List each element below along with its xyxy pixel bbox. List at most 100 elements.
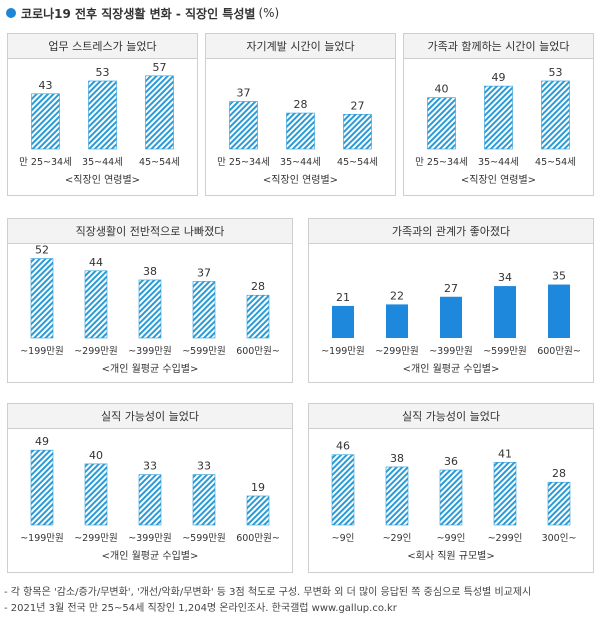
chart-title: 가족과의 관계가 좋아졌다 [309,219,593,244]
value-label: 34 [498,271,512,284]
chart-title: 직장생활이 전반적으로 나빠졌다 [8,219,292,244]
unit-label: (%) [258,6,280,20]
chart-title: 가족과 함께하는 시간이 늘었다 [404,34,593,59]
chart-svg: 52 ~199만원 44 ~299만원 38 ~399만원 37 ~599만원 28 600만원~… [20,244,280,375]
value-label: 33 [197,460,211,473]
page-title-text: 코로나19 전후 직장생활 변화 - 직장인 특성별 [21,6,256,21]
footnotes: - 각 항목은 '감소/증가/무변화', '개선/악화/무변화' 등 3점 척도… [4,585,531,617]
chart-panel-work-stress: 업무 스트레스가 늘었다 43 만 25~34세 53 35~44세 57 45~54세 <… [7,33,198,196]
bar [484,85,513,150]
value-label: 28 [251,280,265,293]
value-label: 35 [552,270,566,283]
bar [192,281,216,339]
axis-label: <개인 월평균 수입별> [403,362,500,375]
category-label: ~399만원 [128,533,172,544]
category-label: 600만원~ [236,533,280,544]
category-label: ~299만원 [74,346,118,357]
category-label: ~199만원 [20,533,64,544]
value-label: 37 [237,87,251,100]
value-label: 41 [498,447,512,460]
value-label: 22 [390,289,404,302]
category-label: 35~44세 [280,157,321,168]
chart-svg: 21 ~199만원 22 ~299만원 27 ~399만원 34 ~599만원 35 600만원~… [321,270,581,375]
page-title: 코로나19 전후 직장생활 변화 - 직장인 특성별 (%) [6,3,279,23]
chart-title: 업무 스트레스가 늘었다 [8,34,197,59]
bar [541,80,570,150]
bar [440,296,462,338]
bar [331,454,355,526]
value-label: 49 [35,435,49,448]
category-label: ~29인 [383,533,412,544]
axis-label: <직장인 연령별> [461,174,536,186]
category-label: ~199만원 [321,346,365,357]
bar [386,304,408,338]
bar [385,466,409,526]
bar [30,258,54,339]
axis-label: <직장인 연령별> [263,174,338,186]
category-label: 300인~ [542,533,577,544]
category-label: ~299만원 [74,533,118,544]
category-label: 45~54세 [535,157,576,168]
value-label: 33 [143,460,157,473]
value-label: 27 [444,282,458,295]
bar [548,284,570,338]
bar [493,462,517,526]
bar [138,474,162,526]
bar [246,495,270,526]
bar [31,93,60,150]
value-label: 38 [390,452,404,465]
value-label: 37 [197,266,211,279]
value-label: 52 [35,244,49,257]
bar [286,112,315,150]
bar [332,305,354,338]
bar [343,114,372,150]
bar [229,101,258,150]
bar [494,286,516,338]
bar [84,270,108,339]
chart-panel-family-relations: 가족과의 관계가 좋아졌다 21 ~199만원 22 ~299만원 27 ~399만원 34… [308,218,594,383]
category-label: 600만원~ [537,346,581,357]
value-label: 43 [39,79,53,92]
category-label: ~9인 [332,533,355,544]
bar [145,75,174,150]
value-label: 44 [89,256,103,269]
category-label: 45~54세 [139,157,180,168]
value-label: 40 [89,449,103,462]
value-label: 19 [251,481,265,494]
category-label: ~199만원 [20,346,64,357]
category-label: 만 25~34세 [217,157,270,168]
bar [138,279,162,339]
value-label: 53 [549,66,563,79]
title-bullet-icon [6,8,16,18]
chart-panel-job-loss-company-size: 실직 가능성이 늘었다 46 ~9인 38 ~29인 36 ~99인 41 ~299인 28 30… [308,403,594,573]
bar [547,481,571,526]
category-label: ~299만원 [375,346,419,357]
bar [192,474,216,526]
category-label: 35~44세 [478,157,519,168]
chart-svg: 49 ~199만원 40 ~299만원 33 ~399만원 33 ~599만원 19 600만원~… [20,435,280,562]
value-label: 28 [552,467,566,480]
chart-svg: 37 만 25~34세 28 35~44세 27 45~54세 <직장인 연령별> [217,87,378,186]
value-label: 49 [492,71,506,84]
chart-panel-work-life-worse: 직장생활이 전반적으로 나빠졌다 52 ~199만원 44 ~299만원 38 ~399만… [7,218,293,383]
value-label: 38 [143,265,157,278]
value-label: 36 [444,455,458,468]
axis-label: <개인 월평균 수입별> [102,362,199,375]
chart-title: 실직 가능성이 늘었다 [8,404,292,429]
value-label: 28 [294,98,308,111]
category-label: 만 25~34세 [415,157,468,168]
category-label: ~599만원 [483,346,527,357]
category-label: ~399만원 [128,346,172,357]
chart-title: 실직 가능성이 늘었다 [309,404,593,429]
bar [84,463,108,526]
bar [30,449,54,526]
category-label: 45~54세 [337,157,378,168]
value-label: 46 [336,440,350,453]
value-label: 57 [153,61,167,74]
axis-label: <직장인 연령별> [65,174,140,186]
bar [88,80,117,150]
chart-svg: 40 만 25~34세 49 35~44세 53 45~54세 <직장인 연령별> [415,66,576,186]
category-label: ~99인 [437,533,466,544]
bar [427,97,456,150]
category-label: ~299인 [488,533,523,544]
